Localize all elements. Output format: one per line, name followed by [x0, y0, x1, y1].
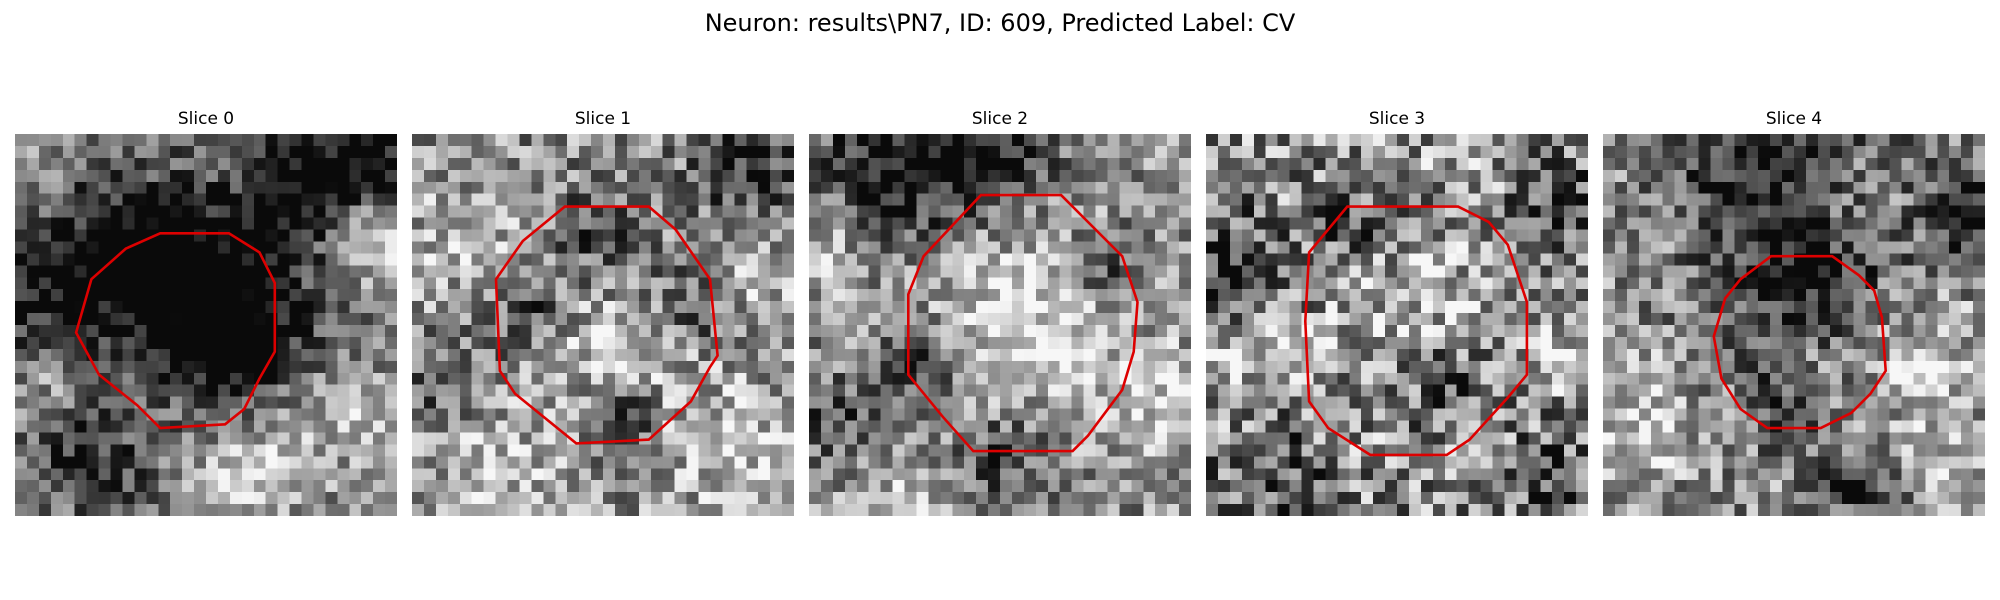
pixel-grid [1206, 134, 1588, 516]
segmentation-contour [1712, 254, 1888, 430]
segmentation-contour [1303, 205, 1529, 457]
segmentation-contour [494, 205, 719, 445]
slice-0-image [15, 134, 397, 516]
pixel-grid [809, 134, 1191, 516]
pixel-grid [15, 134, 397, 516]
slice-3-image [1206, 134, 1588, 516]
slice-4-image [1603, 134, 1985, 516]
figure-title: Neuron: results\PN7, ID: 609, Predicted … [704, 9, 1296, 37]
segmentation-contour [74, 232, 277, 430]
pixel-grid [412, 134, 794, 516]
slice-1-title: Slice 1 [574, 109, 632, 129]
slice-4-title: Slice 4 [1765, 109, 1823, 129]
pixel-grid [1603, 134, 1985, 516]
slice-2-title: Slice 2 [971, 109, 1029, 129]
slice-0-title: Slice 0 [177, 109, 235, 129]
slice-3-title: Slice 3 [1368, 109, 1426, 129]
segmentation-contour [907, 193, 1139, 453]
slice-1-image [412, 134, 794, 516]
slice-2-image [809, 134, 1191, 516]
